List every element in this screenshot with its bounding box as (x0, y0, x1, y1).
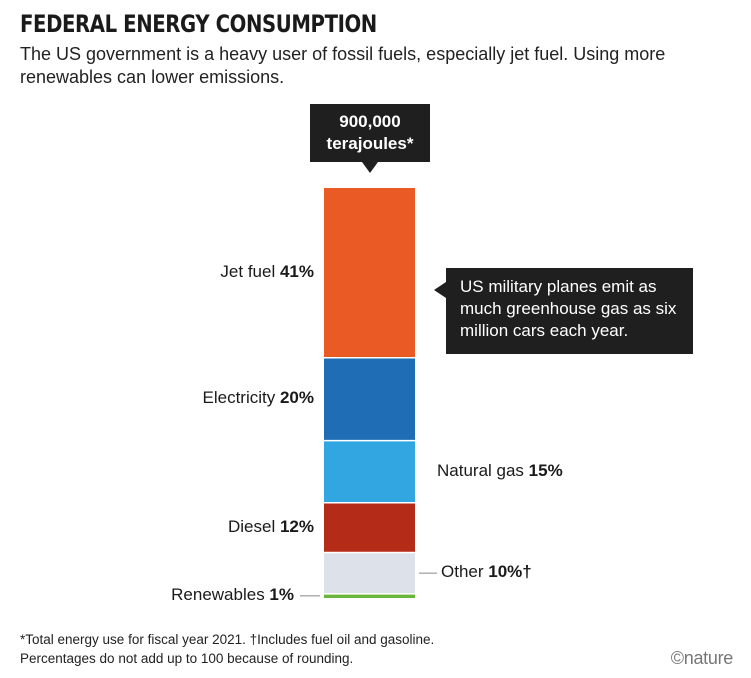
segment-value: 10%† (488, 562, 532, 582)
segment-name: Electricity (202, 388, 280, 408)
military-planes-callout: US military planes emit as much greenhou… (434, 268, 693, 354)
total-callout-unit: terajoules* (326, 134, 414, 153)
segment-renewables (324, 593, 415, 598)
total-callout-value: 900,000 (339, 112, 401, 131)
segment-label-other: Other 10%† (441, 562, 532, 582)
segment-value: 41% (279, 261, 314, 281)
segment-name: Diesel (228, 516, 280, 536)
segment-name: Other (441, 562, 489, 582)
segment-value: 1% (269, 584, 294, 604)
total-callout: 900,000 terajoules* (310, 104, 430, 173)
segment-label-renewables: Renewables 1% (171, 585, 294, 605)
segment-natural-gas (324, 440, 415, 503)
footnote: *Total energy use for fiscal year 2021. … (20, 630, 640, 668)
segment-name: Natural gas (437, 460, 529, 480)
segment-label-jet-fuel: Jet fuel 41% (220, 262, 314, 282)
footnote-line-2: Percentages do not add up to 100 because… (20, 651, 354, 666)
nature-credit: ©nature (670, 648, 734, 668)
segment-name: Jet fuel (220, 261, 280, 281)
segment-other (324, 552, 415, 594)
footnote-line-1: *Total energy use for fiscal year 2021. … (20, 632, 435, 647)
chart-title: FEDERAL ENERGY CONSUMPTION (20, 10, 377, 38)
segment-value: 15% (528, 460, 563, 480)
segment-diesel (324, 502, 415, 553)
segment-jet-fuel (324, 188, 415, 358)
chart-subtitle: The US government is a heavy user of fos… (20, 44, 666, 87)
segment-electricity (324, 357, 415, 441)
segment-value: 20% (279, 388, 314, 408)
segment-label-electricity: Electricity 20% (203, 388, 315, 408)
segment-label-natural-gas: Natural gas 15% (437, 461, 563, 481)
segment-name: Renewables (171, 584, 270, 604)
segment-value: 12% (279, 516, 314, 536)
segment-label-diesel: Diesel 12% (228, 517, 314, 537)
